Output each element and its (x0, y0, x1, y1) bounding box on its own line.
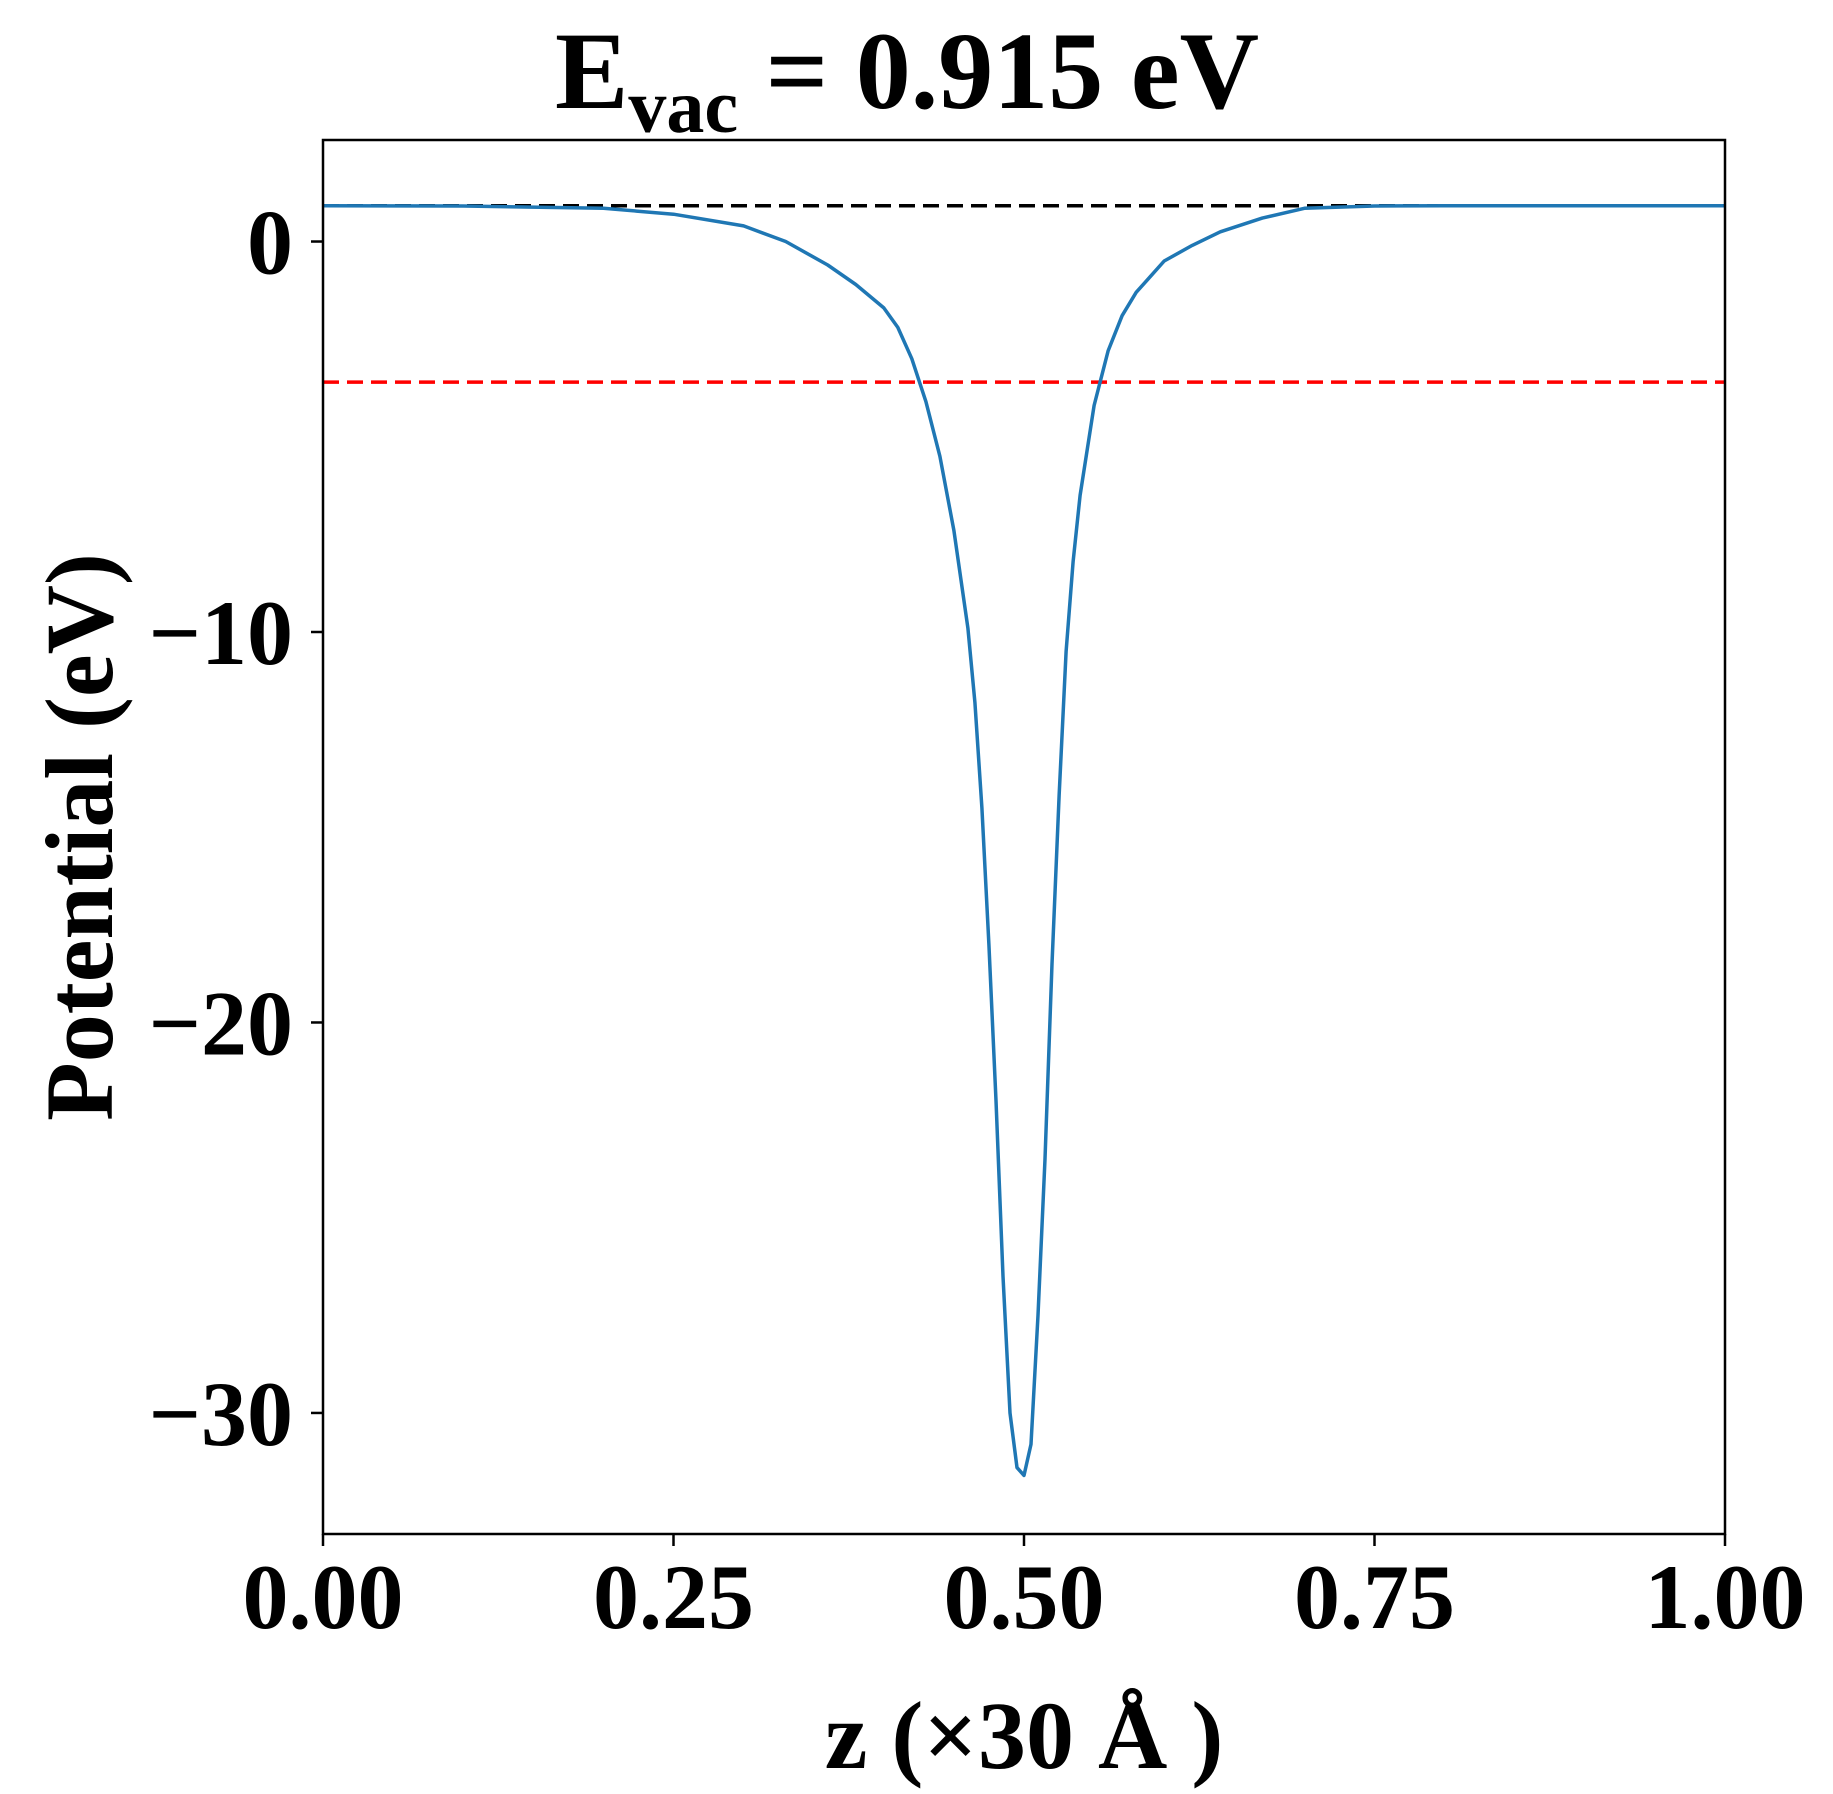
x-tick-label: 0.50 (944, 1546, 1105, 1648)
y-tick-label: −10 (149, 582, 293, 684)
potential-curve (322, 204, 1725, 1478)
x-axis: 0.00 0.25 0.50 0.75 1.00 (243, 1534, 1806, 1648)
y-tick-label: 0 (247, 192, 293, 294)
plot-frame (321, 138, 1727, 1536)
x-tick-label: 0.00 (243, 1546, 404, 1648)
x-tick-label: 1.00 (1645, 1546, 1806, 1648)
y-tick-label: −20 (149, 972, 293, 1074)
chart-title: Evac = 0.915 eV (555, 10, 1259, 149)
chart-title-subscript: vac (628, 65, 738, 149)
x-tick-label: 0.25 (593, 1546, 754, 1648)
chart-title-main: E (555, 10, 628, 132)
y-axis-label: Potential (eV) (26, 553, 133, 1121)
x-tick-label: 0.75 (1294, 1546, 1455, 1648)
y-axis: 0 −10 −20 −30 (149, 192, 323, 1465)
x-axis-label: z (×30 Å ) (825, 1682, 1224, 1789)
y-tick-label: −30 (149, 1363, 293, 1465)
chart-title-rest: = 0.915 eV (738, 10, 1259, 132)
